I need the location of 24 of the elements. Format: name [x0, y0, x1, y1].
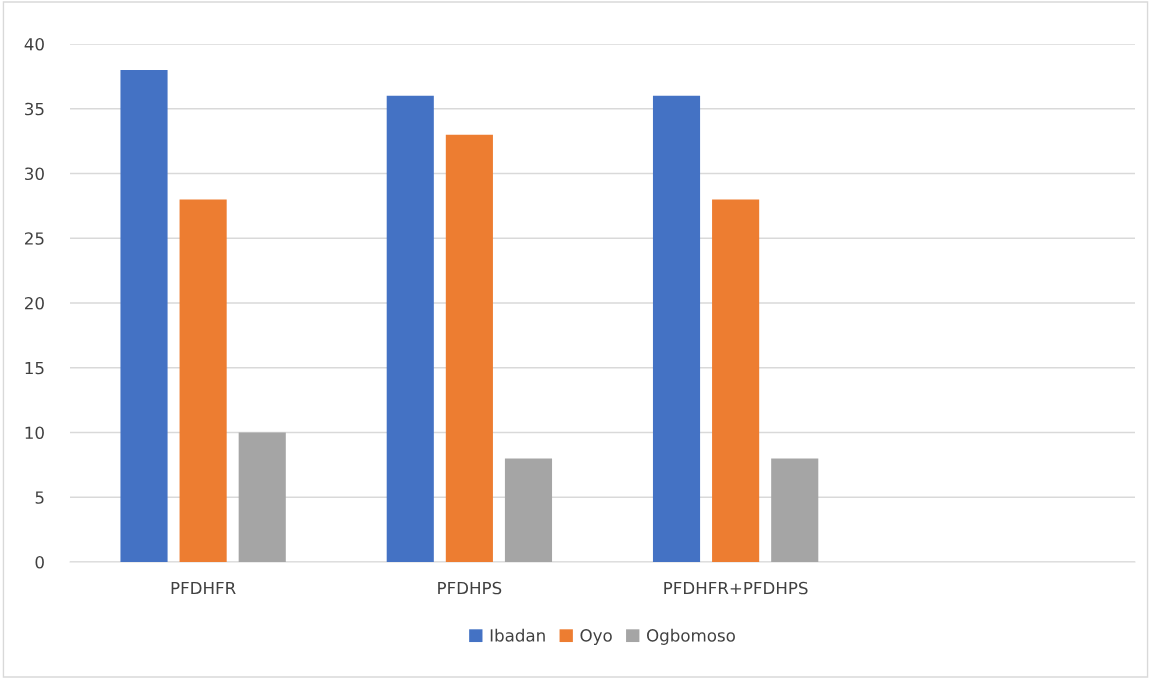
- legend-label: Oyo: [580, 629, 612, 645]
- x-tick-label: PFDHFR+PFDHPS: [664, 581, 808, 595]
- x-tick-label: PFDHPS: [438, 581, 502, 595]
- bar: [712, 199, 760, 562]
- y-tick-label: 20: [25, 296, 44, 310]
- legend-label: Ibadan: [490, 628, 545, 642]
- y-tick-label: 35: [25, 102, 44, 116]
- bar: [504, 458, 553, 562]
- y-tick-label: 25: [25, 232, 44, 245]
- bar: [120, 69, 168, 562]
- x-tick-label: PFDHFR: [171, 581, 236, 595]
- bar: [179, 199, 227, 562]
- y-tick-label: 15: [25, 361, 44, 375]
- legend-label: Ogbomoso: [647, 628, 735, 645]
- y-tick-label: 40: [24, 37, 44, 51]
- y-tick-label: 10: [25, 426, 44, 440]
- y-tick-label: 5: [35, 491, 44, 504]
- bar: [652, 95, 701, 562]
- bar: [386, 95, 434, 562]
- bar: [445, 134, 493, 562]
- y-tick-label: 30: [25, 167, 44, 181]
- bar: [238, 432, 286, 562]
- bar: [771, 458, 819, 562]
- y-tick-label: 0: [35, 555, 44, 569]
